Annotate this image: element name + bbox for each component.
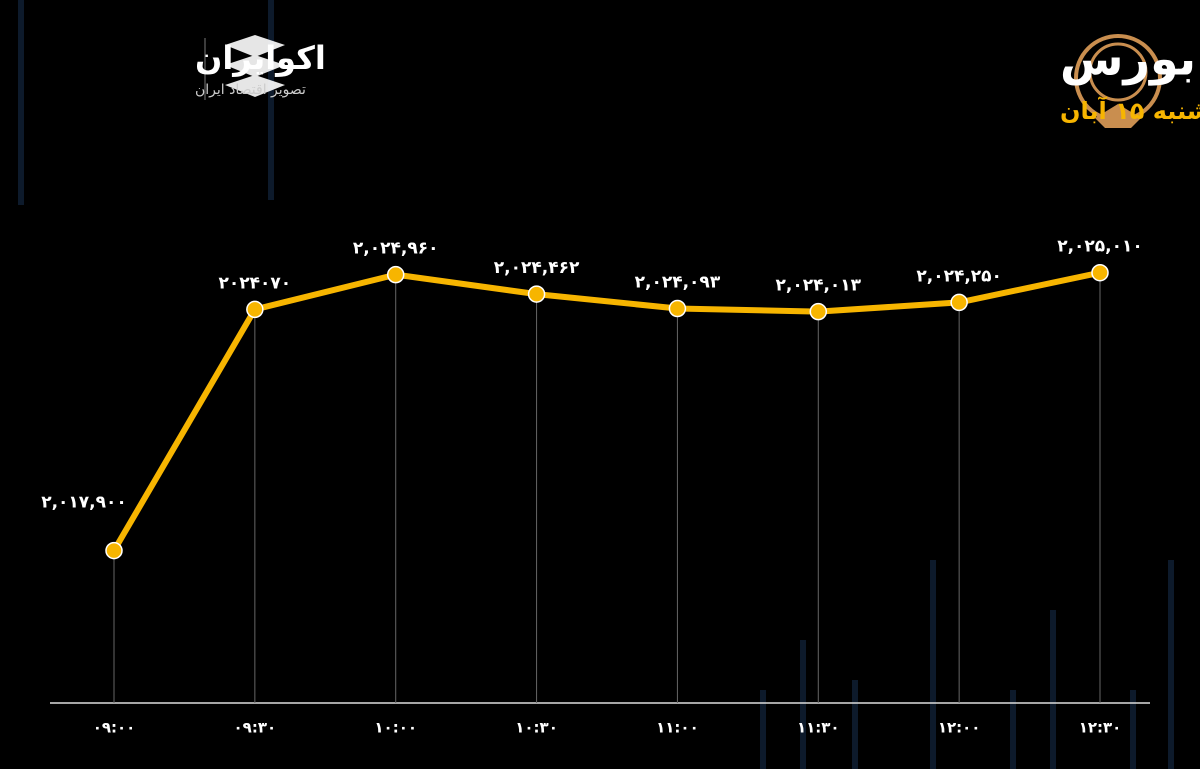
value-label: ۲,۰۱۷,۹۰۰: [41, 493, 127, 513]
brand-tagline: تصویر اقتصاد ایران: [195, 82, 306, 98]
value-label: ۲۰۲۴۰۷۰: [219, 273, 292, 293]
point: [527, 285, 546, 303]
x-tick-label: ۱۰:۰۰: [374, 719, 417, 737]
point: [668, 299, 687, 318]
value-label: ۲,۰۲۴,۰۱۳: [776, 276, 862, 296]
value-label: ۲,۰۲۴,۰۹۳: [635, 273, 721, 293]
x-tick-label: ۱۲:۳۰: [1079, 719, 1122, 737]
point: [1091, 263, 1109, 282]
x-tick-label: ۱۰:۳۰: [515, 719, 558, 737]
point: [950, 293, 968, 312]
brand-logo: [204, 35, 285, 100]
x-tick-label: ۰۹:۰۰: [93, 719, 136, 737]
x-tick-label: ۱۱:۰۰: [656, 719, 699, 737]
x-tick-label: ۰۹:۳۰: [234, 719, 277, 737]
emblem: [1074, 34, 1162, 128]
point: [386, 265, 405, 284]
point: [105, 541, 123, 560]
x-tick-label: ۱۱:۳۰: [797, 719, 840, 737]
chart-title: روند شاخص کل بورس: [1060, 32, 1200, 86]
chart-subtitle: سه‌شنبه ۱۵ آبان: [1060, 96, 1200, 125]
value-label: ۲,۰۲۴,۴۶۲: [494, 258, 580, 278]
point: [809, 302, 828, 321]
point: [246, 300, 264, 319]
brand-name: اکوایران: [195, 39, 326, 77]
x-tick-label: ۱۲:۰۰: [938, 719, 981, 737]
value-label: ۲,۰۲۵,۰۱۰: [1057, 237, 1143, 257]
decor-candles: [18, 0, 1174, 769]
value-label: ۲,۰۲۴,۲۵۰: [916, 266, 1002, 286]
value-label: ۲,۰۲۴,۹۶۰: [353, 239, 439, 259]
line: [111, 269, 1101, 553]
